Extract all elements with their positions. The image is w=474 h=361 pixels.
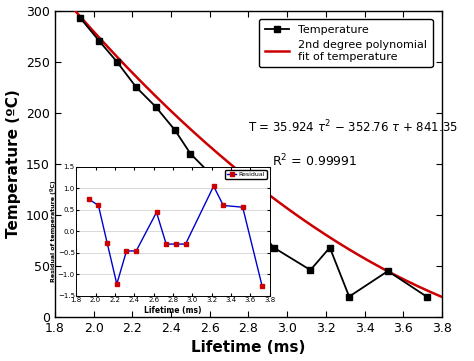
Temperature bbox=[385, 269, 391, 273]
Y-axis label: Temperature (ºC): Temperature (ºC) bbox=[6, 90, 20, 238]
Temperature bbox=[114, 60, 119, 64]
Line: Temperature: Temperature bbox=[76, 14, 430, 300]
2nd degree polynomial
fit of temperature bbox=[439, 295, 445, 299]
Temperature bbox=[172, 128, 178, 132]
2nd degree polynomial
fit of temperature bbox=[99, 38, 104, 42]
Temperature bbox=[213, 177, 219, 181]
2nd degree polynomial
fit of temperature bbox=[296, 214, 301, 218]
Temperature bbox=[251, 221, 257, 225]
Temperature bbox=[232, 197, 238, 202]
Temperature bbox=[327, 245, 333, 250]
Line: 2nd degree polynomial
fit of temperature: 2nd degree polynomial fit of temperature bbox=[55, 0, 442, 297]
Temperature bbox=[77, 16, 83, 20]
2nd degree polynomial
fit of temperature bbox=[331, 238, 337, 243]
Temperature bbox=[424, 295, 429, 299]
Temperature bbox=[133, 85, 139, 89]
2nd degree polynomial
fit of temperature bbox=[178, 118, 184, 123]
2nd degree polynomial
fit of temperature bbox=[334, 239, 339, 244]
Temperature bbox=[346, 295, 352, 299]
Text: T = 35.924 $\tau^{2}$ $-$ 352.76 $\tau$ + 841.35: T = 35.924 $\tau^{2}$ $-$ 352.76 $\tau$ … bbox=[248, 119, 458, 135]
Text: R$^{2}$ = 0.99991: R$^{2}$ = 0.99991 bbox=[272, 152, 357, 169]
2nd degree polynomial
fit of temperature bbox=[205, 143, 211, 147]
Temperature bbox=[97, 39, 102, 43]
Legend: Temperature, 2nd degree polynomial
fit of temperature: Temperature, 2nd degree polynomial fit o… bbox=[259, 19, 433, 68]
X-axis label: Lifetime (ms): Lifetime (ms) bbox=[191, 340, 306, 356]
Temperature bbox=[188, 151, 193, 156]
Temperature bbox=[271, 245, 276, 250]
Temperature bbox=[153, 104, 158, 109]
Temperature bbox=[308, 268, 313, 272]
